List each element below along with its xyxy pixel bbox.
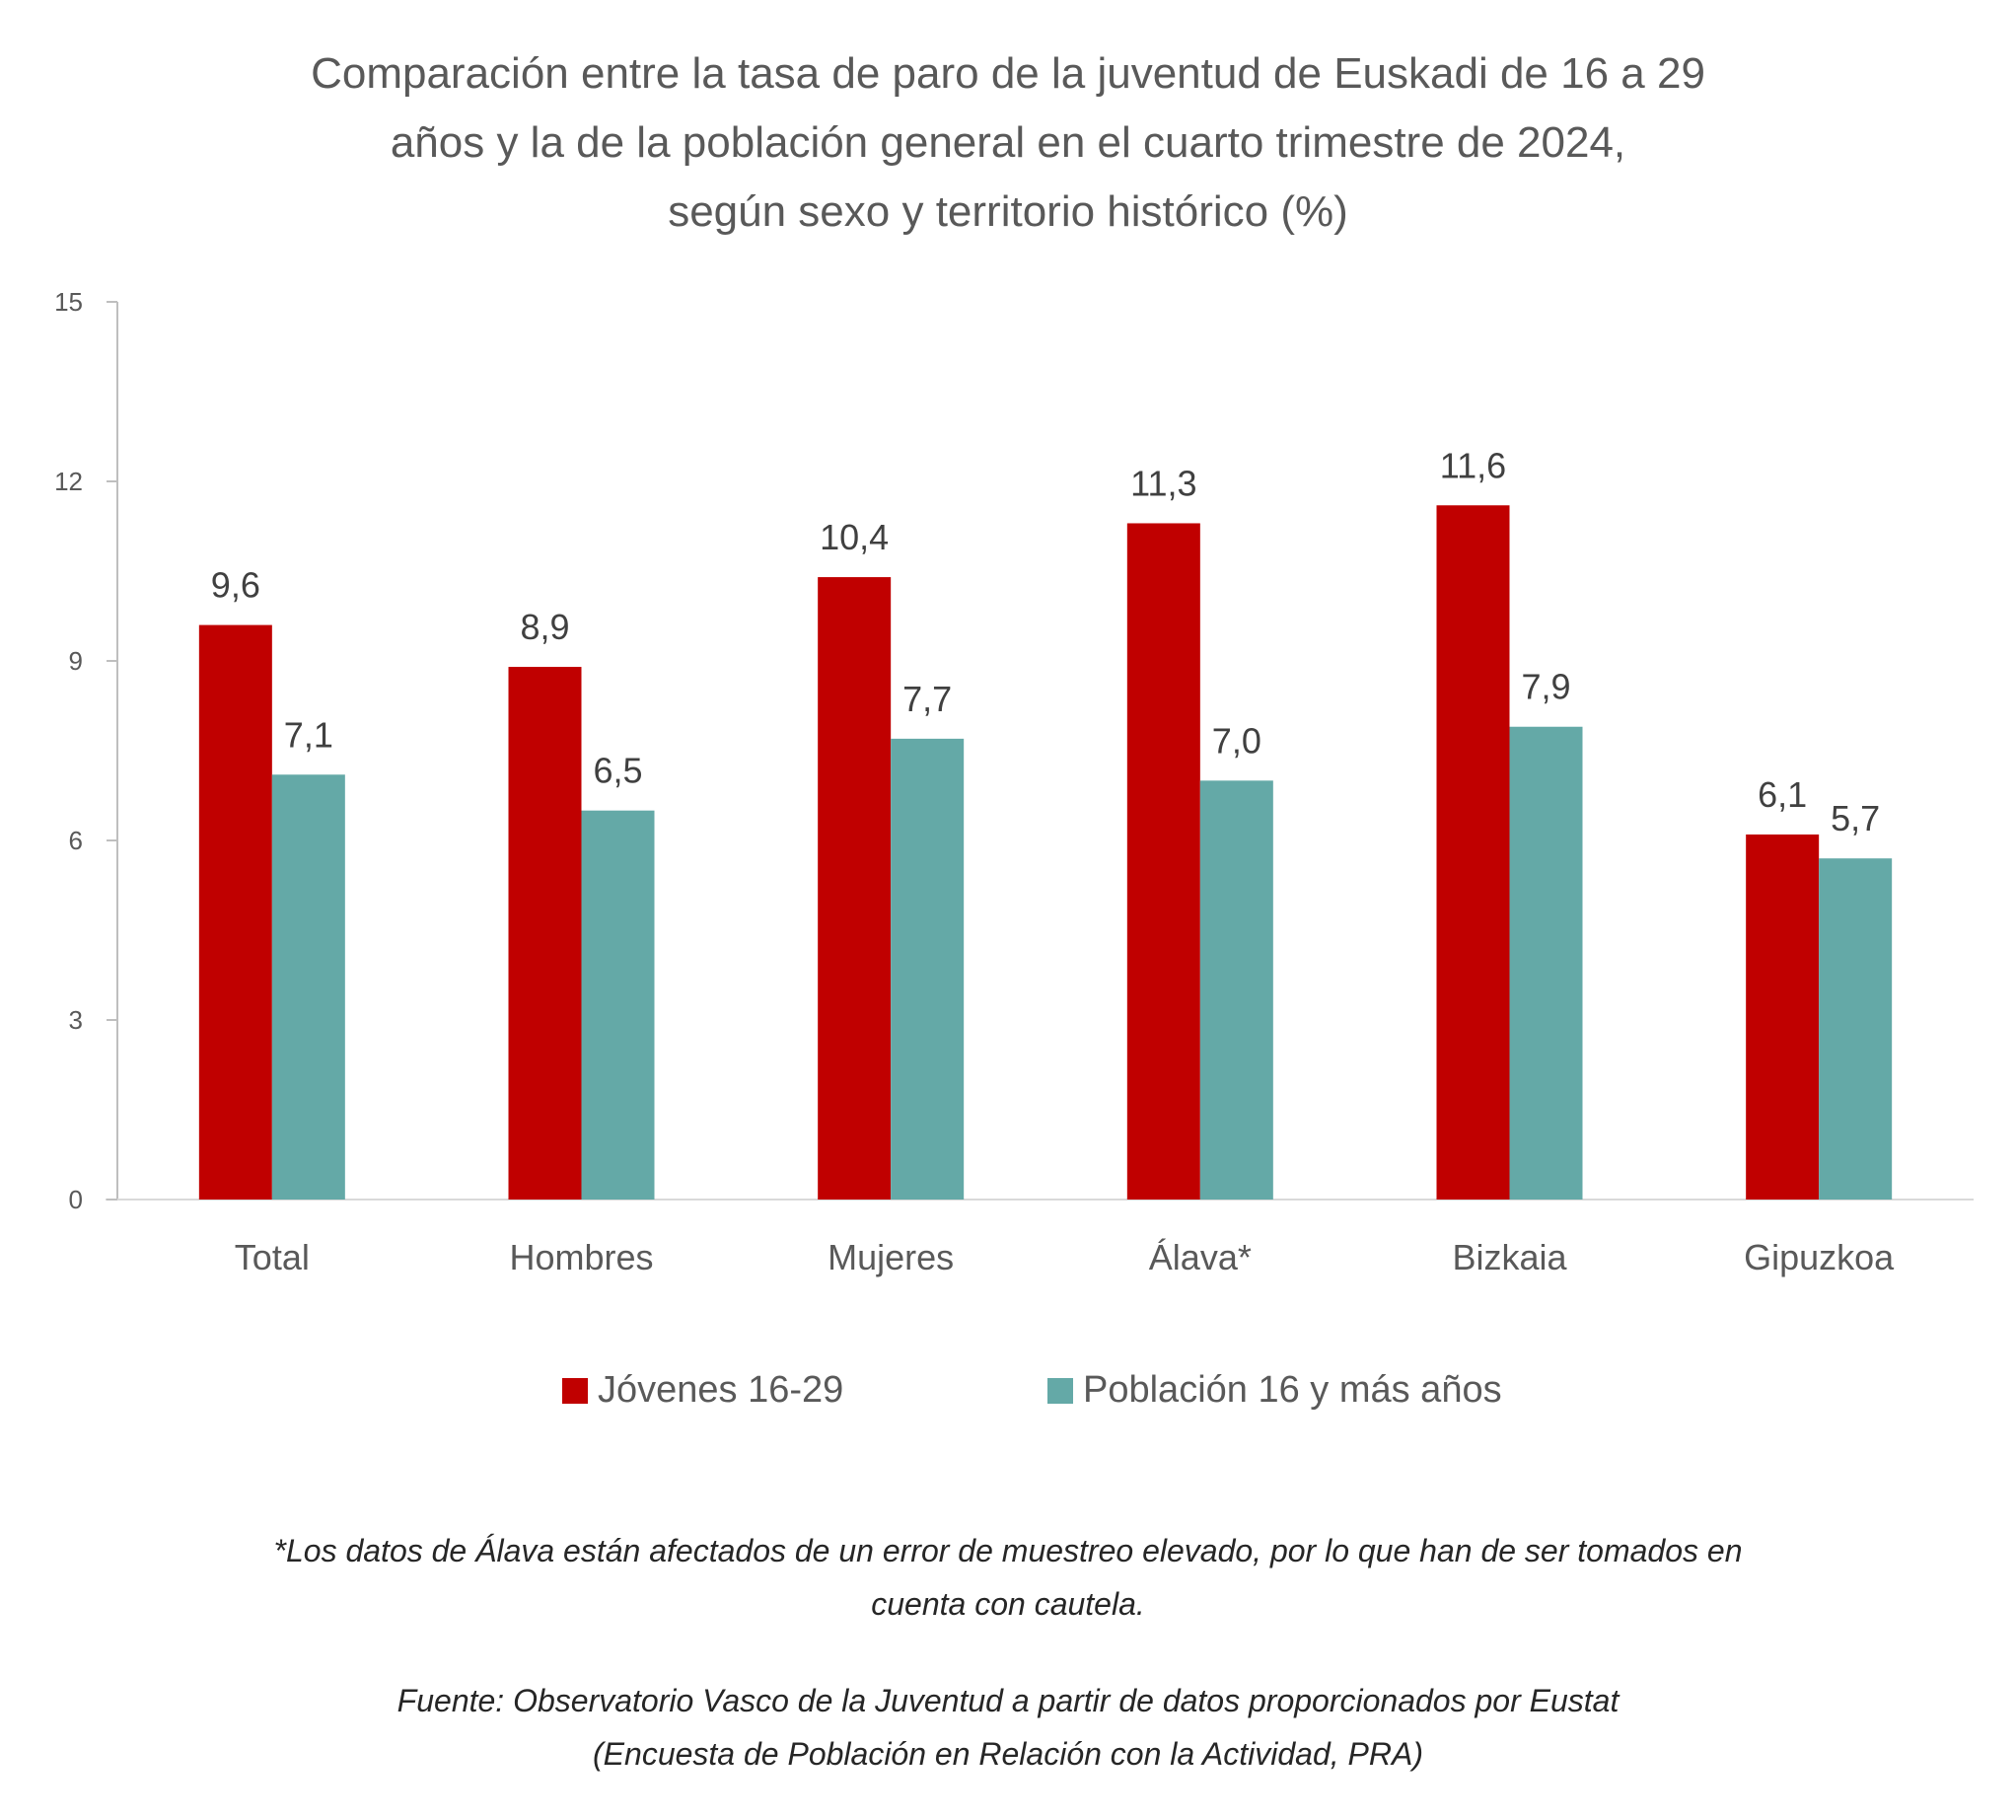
bar-jovenes <box>198 624 272 1200</box>
y-tick-label: 6 <box>69 826 83 855</box>
bar-jovenes <box>1126 523 1200 1200</box>
bars <box>198 505 1893 1200</box>
data-label: 7,0 <box>1212 720 1261 761</box>
y-tick-label: 3 <box>69 1005 83 1035</box>
category-label: Total <box>235 1237 310 1277</box>
legend-item-poblacion: Población 16 y más años <box>1047 1369 1502 1412</box>
y-tick-label: 12 <box>54 467 83 496</box>
bar-poblacion <box>271 774 345 1200</box>
data-label: 7,9 <box>1521 667 1570 707</box>
legend-label: Población 16 y más años <box>1083 1369 1502 1411</box>
bar-jovenes <box>818 577 892 1200</box>
legend-swatch-teal <box>1047 1377 1073 1404</box>
data-label: 9,6 <box>211 565 260 606</box>
category-label: Gipuzkoa <box>1744 1237 1895 1277</box>
bar-poblacion <box>1509 726 1583 1200</box>
data-label: 7,1 <box>284 714 333 755</box>
category-label: Álava* <box>1149 1237 1252 1277</box>
data-label: 6,5 <box>593 751 642 791</box>
bar-jovenes <box>508 667 582 1200</box>
data-label: 10,4 <box>820 517 889 557</box>
caveat-line: cuenta con cautela. <box>871 1586 1145 1622</box>
data-label: 11,3 <box>1130 463 1196 503</box>
source-line: Fuente: Observatorio Vasco de la Juventu… <box>396 1683 1620 1718</box>
data-label: 7,7 <box>902 679 952 719</box>
caveat-note: *Los datos de Álava están afectados de u… <box>0 1524 2016 1631</box>
bar-poblacion <box>581 810 655 1200</box>
legend: Jóvenes 16-29 Población 16 y más años <box>0 1369 2016 1428</box>
bar-jovenes <box>1746 834 1820 1200</box>
legend-item-jovenes: Jóvenes 16-29 <box>562 1369 843 1412</box>
chart-title: Comparación entre la tasa de paro de la … <box>0 39 2016 247</box>
y-tick-label: 9 <box>69 646 83 676</box>
y-tick-label: 15 <box>54 287 83 317</box>
bar-poblacion <box>891 738 965 1200</box>
data-label: 11,6 <box>1440 445 1506 485</box>
data-label: 8,9 <box>520 607 569 647</box>
y-tick-label: 0 <box>69 1185 83 1214</box>
source-line: (Encuesta de Población en Relación con l… <box>593 1736 1423 1772</box>
chart-title-line: según sexo y territorio histórico (%) <box>668 187 1348 236</box>
category-label: Mujeres <box>828 1237 954 1277</box>
legend-label: Jóvenes 16-29 <box>598 1369 844 1411</box>
chart-title-line: Comparación entre la tasa de paro de la … <box>311 49 1705 98</box>
bar-poblacion <box>1819 858 1893 1200</box>
caveat-line: *Los datos de Álava están afectados de u… <box>273 1533 1743 1568</box>
chart-title-line: años y la de la población general en el … <box>390 118 1626 167</box>
data-label: 6,1 <box>1758 774 1807 815</box>
bar-jovenes <box>1436 505 1510 1200</box>
data-label: 5,7 <box>1831 798 1880 838</box>
source-note: Fuente: Observatorio Vasco de la Juventu… <box>0 1674 2016 1781</box>
category-label: Bizkaia <box>1452 1237 1567 1277</box>
labels: Total 9,6 7,1 Hombres 8,9 6,5 Mujeres 10,4 7,7 Ál… <box>211 445 1895 1277</box>
bar-poblacion <box>1199 780 1273 1200</box>
legend-swatch-red <box>562 1377 588 1404</box>
category-label: Hombres <box>509 1237 653 1277</box>
axes: 0 3 6 9 12 15 <box>54 287 1974 1214</box>
